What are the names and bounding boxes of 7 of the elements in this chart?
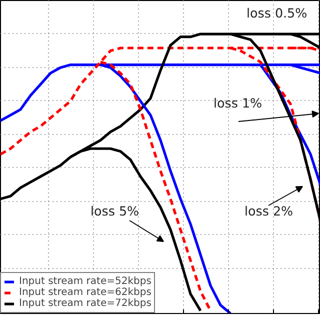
- text: loss 0.5%: [246, 6, 308, 20]
- legend-label: Input stream rate=72kbps: [19, 298, 152, 309]
- legend-label: Input stream rate=62kbps: [19, 287, 152, 298]
- annotation: loss 5%: [90, 204, 140, 218]
- annotation: loss 2%: [244, 204, 294, 218]
- annotation: loss 1%: [214, 96, 262, 110]
- legend-label: Input stream rate=52kbps: [19, 276, 152, 287]
